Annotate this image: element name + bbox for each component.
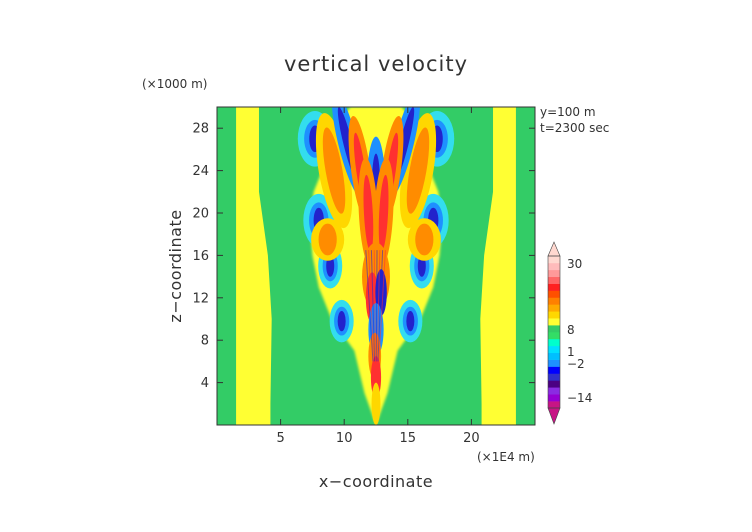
info-line-y: y=100 m [540,105,596,119]
ray-core-6 [378,174,389,252]
x-tick-label-0: 5 [276,431,284,446]
plume-striation-3 [373,250,376,362]
orange-lobe-core-3 [415,223,434,256]
colorbar-segment-15 [548,297,560,305]
x-axis-ticks: 5 10 15 20 [276,107,480,446]
colorbar-label-0: 30 [567,257,582,271]
colorbar-segment-20 [548,262,560,271]
colorbar-segment-14 [548,304,560,312]
colorbar-top-arrow [547,241,561,257]
colorbar-segment-17 [548,283,560,291]
orange-lobe-core-2 [318,223,337,256]
colorbar-segment-19 [548,269,560,278]
colorbar-label-4: −14 [567,391,592,405]
orange-lobe-core-1 [406,127,430,214]
colorbar-segment-1 [548,394,560,402]
info-line-t: t=2300 sec [540,121,609,135]
colorbar-segment-8 [548,345,560,354]
colorbar-label-2: 1 [567,345,575,359]
plume-striation-0 [365,250,374,362]
colorbar-segment-6 [548,359,560,367]
colorbar-label-3: −2 [567,357,585,371]
y-tick-label-6: 28 [192,122,209,137]
x-unit-label: (×1E4 m) [477,450,535,464]
orange-lobe-core-0 [322,127,346,214]
yellow-band-left [236,107,272,425]
ray-core-5 [363,174,374,252]
colorbar-segment-16 [548,290,560,298]
colorbar-bottom-arrow [547,407,561,425]
side-lobe-core-7 [406,310,415,332]
y-tick-label-1: 8 [201,334,209,349]
colorbar-segment-9 [548,338,560,347]
plume-striation-5 [376,250,381,362]
colorbar-segment-4 [548,373,560,381]
plume-striation-6 [377,250,384,362]
plume-striation-2 [370,250,376,362]
y-tick-label-3: 16 [192,249,209,264]
colorbar-frame [547,255,561,409]
colorbar: 30 8 1−2 −14 [547,241,592,425]
y-tick-label-5: 24 [192,164,209,179]
y-axis-label: z−coordinate [166,209,185,322]
colorbar-label-1: 8 [567,323,575,337]
x-tick-label-3: 20 [463,431,480,446]
x-tick-label-2: 15 [400,431,417,446]
x-axis-label: x−coordinate [319,472,433,491]
velocity-field [217,107,535,425]
colorbar-segment-10 [548,332,560,340]
chart-title: vertical velocity [284,52,468,76]
colorbar-segment-2 [548,387,560,395]
colorbar-segment-21 [548,256,560,264]
colorbar-segment-11 [548,325,560,333]
y-unit-label: (×1000 m) [142,77,207,91]
y-tick-label-0: 4 [201,376,209,391]
colorbar-segment-5 [548,366,560,374]
colorbar-segment-13 [548,311,560,319]
plume-striation-4 [375,250,378,362]
plume-striation-7 [378,250,386,362]
plot-frame [216,106,536,426]
colorbar-segment-7 [548,352,560,360]
plume-stem-6 [371,382,381,425]
colorbar-segment-18 [548,276,560,284]
y-tick-label-4: 20 [192,207,209,222]
plume-striation-1 [368,250,375,362]
colorbar-segment-3 [548,380,560,388]
x-tick-label-1: 10 [336,431,353,446]
yellow-band-right [480,107,516,425]
side-lobe-core-6 [337,310,346,332]
y-axis-ticks: 4 8 12 16 20 24 28 [192,122,535,391]
y-tick-label-2: 12 [192,291,209,306]
colorbar-segment-0 [548,401,560,409]
colorbar-segment-12 [548,318,560,326]
